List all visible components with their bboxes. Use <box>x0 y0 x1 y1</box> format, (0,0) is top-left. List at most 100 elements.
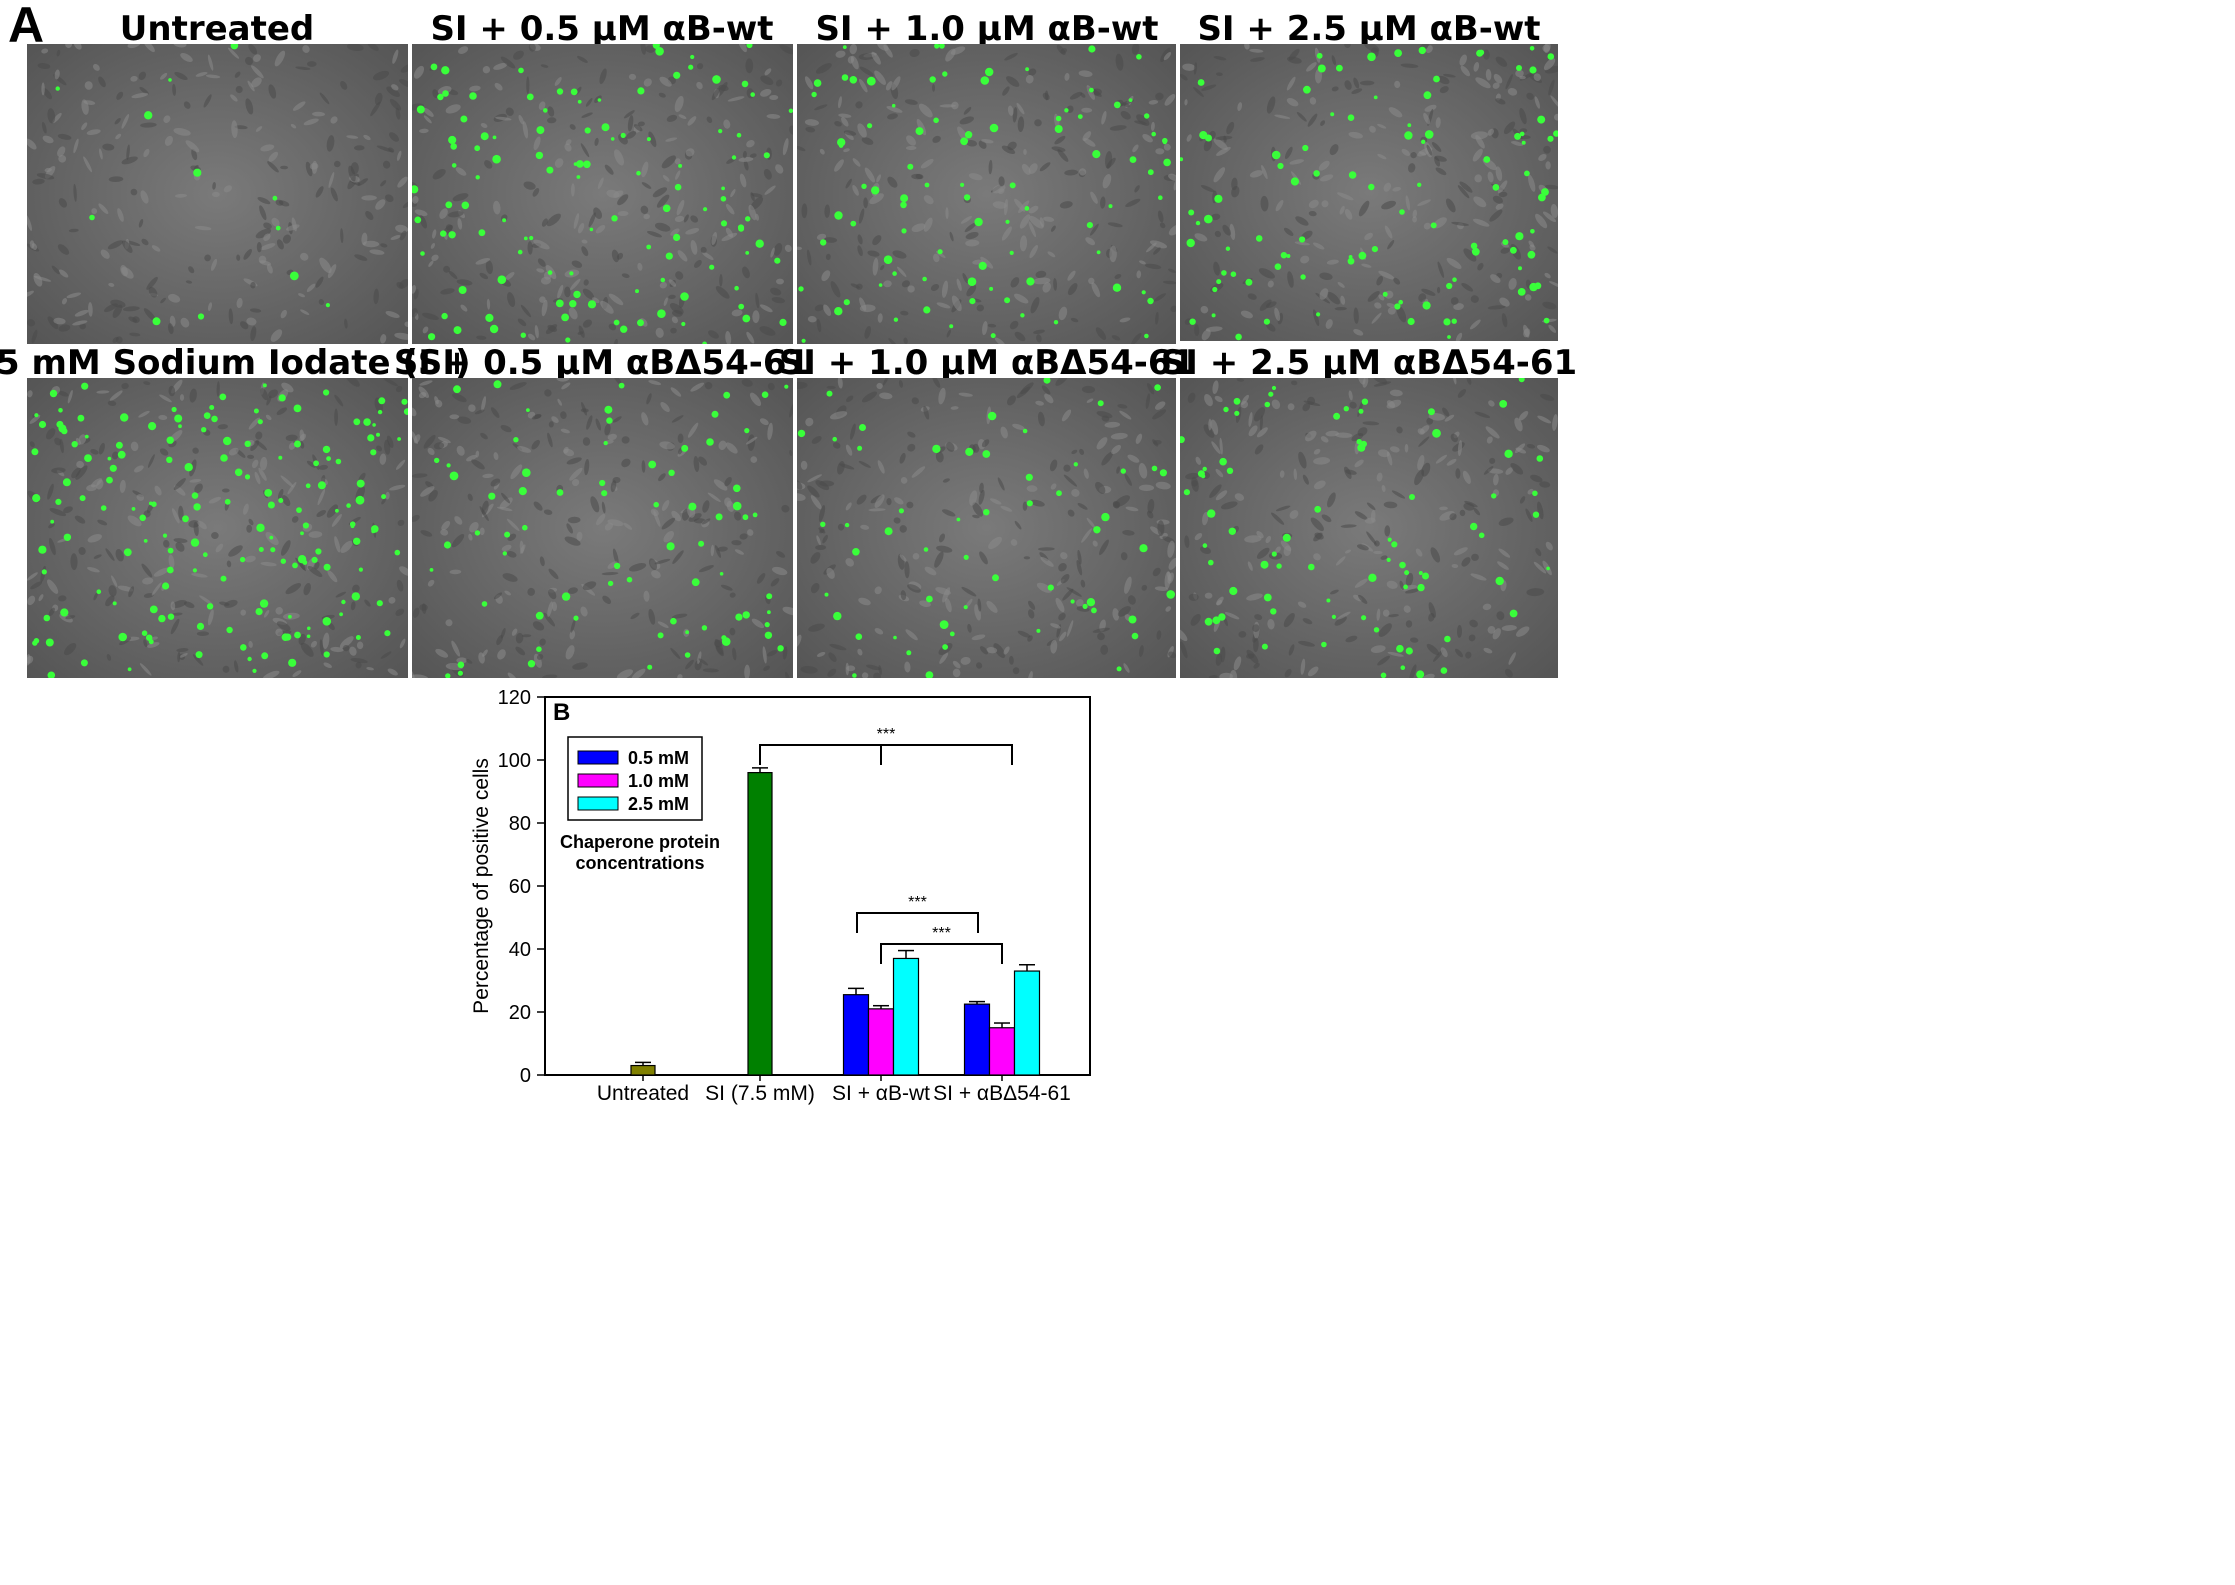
fluorescent-cell <box>292 562 298 569</box>
fluorescent-cell <box>662 204 671 213</box>
fluorescent-cell <box>939 620 949 629</box>
fluorescent-cell <box>900 194 909 203</box>
fluorescent-cell <box>660 277 666 283</box>
fluorescent-cell <box>60 608 69 617</box>
fluorescent-cell <box>884 527 893 536</box>
fluorescent-cell <box>646 137 651 142</box>
fluorescent-cell <box>723 391 731 399</box>
fluorescent-cell <box>1382 291 1388 297</box>
fluorescent-cell <box>492 154 501 164</box>
bar-1.0-mM-2 <box>867 1008 895 1076</box>
y-axis: 0 20 40 60 80 100 120 <box>498 687 545 1087</box>
fluorescent-cell <box>262 383 267 388</box>
fluorescent-cell <box>451 163 457 168</box>
fluorescent-cell <box>255 608 263 616</box>
micrograph-title-del-05: SI + 0.5 µM αBΔ54-61 <box>393 343 811 383</box>
fluorescent-cell <box>844 522 850 528</box>
fluorescent-cell <box>637 319 644 327</box>
fluorescent-cell <box>1112 283 1122 292</box>
fluorescent-cell <box>750 92 755 97</box>
fluorescent-cell <box>992 574 999 582</box>
significance-bracket <box>759 744 1013 765</box>
fluorescent-cell <box>1197 79 1205 86</box>
fluorescent-cell <box>1208 559 1214 566</box>
fluorescent-cell <box>565 337 571 343</box>
y-tick-label: 20 <box>509 1002 531 1024</box>
bars <box>630 767 1041 1076</box>
fluorescent-cell <box>178 424 182 429</box>
fluorescent-cell <box>611 215 618 222</box>
fluorescent-cell <box>923 306 931 314</box>
fluorescent-cell <box>43 614 51 622</box>
fluorescent-cell <box>1024 206 1030 211</box>
y-axis-label: Percentage of positive cells <box>470 758 493 1014</box>
fluorescent-cell <box>1440 667 1448 674</box>
fluorescent-cell <box>1025 473 1033 481</box>
fluorescent-cell <box>987 411 997 421</box>
fluorescent-cell <box>448 231 456 239</box>
fluorescent-cell <box>1386 557 1391 562</box>
fluorescent-cell <box>721 186 725 191</box>
fluorescent-cell <box>1452 277 1457 282</box>
fluorescent-cell <box>1394 49 1402 57</box>
y-tick-label: 0 <box>520 1065 531 1087</box>
fluorescent-cell <box>38 545 47 554</box>
fluorescent-cell <box>148 501 153 506</box>
legend: Chaperone protein concentrations 0.5 mM 1… <box>560 736 720 873</box>
fluorescent-cell <box>1502 239 1509 246</box>
fluorescent-cell <box>317 481 326 490</box>
fluorescent-cell <box>1158 195 1163 200</box>
fluorescent-cell <box>518 67 524 74</box>
fluorescent-cell <box>1226 467 1234 474</box>
fluorescent-cell <box>1510 246 1517 254</box>
fluorescent-cell <box>1088 45 1096 53</box>
micrograph-del-05 <box>412 378 793 678</box>
fluorescent-cell <box>323 651 330 658</box>
fluorescent-cell <box>535 151 544 160</box>
fluorescent-cell <box>893 317 899 322</box>
fluorescent-cell <box>752 512 758 518</box>
fluorescent-cell <box>715 513 723 521</box>
micrograph-title-del-25: SI + 2.5 µM αBΔ54-61 <box>1160 343 1578 383</box>
fluorescent-cell <box>535 611 544 620</box>
fluorescent-cell <box>171 406 177 413</box>
fluorescent-cell <box>526 93 534 101</box>
fluorescent-cell <box>420 251 425 256</box>
fluorescent-cell <box>1422 301 1431 310</box>
fluorescent-cell <box>536 126 545 135</box>
fluorescent-cell <box>956 517 961 522</box>
fluorescent-cell <box>55 86 60 91</box>
fluorescent-cell <box>949 631 955 637</box>
fluorescent-cell <box>1399 209 1405 215</box>
fluorescent-cell <box>1053 320 1059 325</box>
fluorescent-cell <box>270 547 276 553</box>
fluorescent-cell <box>363 418 371 426</box>
fluorescent-cell <box>1120 468 1126 474</box>
fluorescent-cell <box>1476 49 1484 57</box>
fluorescent-cell <box>1499 400 1508 408</box>
fluorescent-cell <box>657 309 666 319</box>
fluorescent-cell <box>1348 255 1353 259</box>
fluorescent-cell <box>351 592 360 601</box>
fluorescent-cell <box>278 498 284 503</box>
fluorescent-cell <box>1538 193 1546 202</box>
fluorescent-cell <box>826 390 833 397</box>
fluorescent-cell <box>893 635 897 640</box>
fluorescent-cell <box>1336 64 1343 72</box>
fluorescent-cell <box>734 285 739 291</box>
fluorescent-cell <box>1418 46 1426 55</box>
fluorescent-cell <box>1417 583 1425 592</box>
fluorescent-cell <box>1136 54 1142 60</box>
fluorescent-cell <box>573 162 578 166</box>
fluorescent-cell <box>703 207 708 212</box>
fluorescent-cell <box>685 630 689 635</box>
fluorescent-cell <box>167 613 175 620</box>
fluorescent-cell <box>305 483 311 489</box>
fluorescent-cell <box>1162 137 1168 144</box>
fluorescent-cell <box>1086 598 1096 607</box>
fluorescent-cell <box>712 75 721 84</box>
fluorescent-cell <box>1005 219 1010 224</box>
fluorescent-cell <box>1547 135 1554 142</box>
fluorescent-cell <box>1330 112 1335 117</box>
